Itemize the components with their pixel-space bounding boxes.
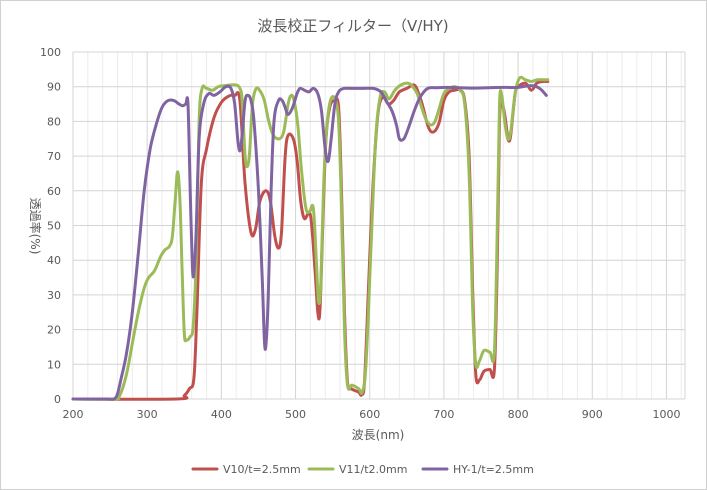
x-tick-label: 900	[582, 408, 603, 421]
legend-label: HY-1/t=2.5mm	[453, 463, 534, 476]
x-tick-label: 1000	[652, 408, 680, 421]
y-tick-label: 50	[47, 220, 61, 233]
y-axis-label: 透過率(%)	[28, 198, 43, 255]
series-lines	[71, 75, 550, 401]
x-tick-label: 600	[359, 408, 380, 421]
y-tick-label: 10	[47, 358, 61, 371]
x-tick-label: 400	[211, 408, 232, 421]
chart-title: 波長校正フィルター（V/HY)	[257, 17, 448, 35]
series-line-2	[71, 75, 550, 401]
x-tick-label: 500	[285, 408, 306, 421]
y-tick-label: 20	[47, 324, 61, 337]
series-line-3	[71, 84, 548, 401]
x-axis-label: 波長(nm)	[352, 428, 405, 442]
y-tick-label: 80	[47, 115, 61, 128]
legend-label: V10/t=2.5mm	[223, 463, 301, 476]
y-tick-label: 40	[47, 254, 61, 267]
y-tick-label: 0	[54, 393, 61, 406]
y-tick-label: 70	[47, 150, 61, 163]
y-tick-label: 60	[47, 185, 61, 198]
y-tick-label: 100	[40, 46, 61, 59]
x-axis-ticks: 200 300 400 500 600 700 800 900 1000	[63, 408, 681, 421]
x-tick-label: 200	[63, 408, 84, 421]
x-tick-label: 700	[433, 408, 454, 421]
y-axis-ticks: 0 10 20 30 40 50 60 70 80 90 100	[40, 46, 61, 406]
x-tick-label: 300	[137, 408, 158, 421]
x-tick-label: 800	[508, 408, 529, 421]
y-tick-label: 30	[47, 289, 61, 302]
series-line-1	[71, 79, 550, 401]
legend: V10/t=2.5mm V11/t2.0mm HY-1/t=2.5mm	[191, 463, 534, 476]
y-tick-label: 90	[47, 81, 61, 94]
legend-label: V11/t2.0mm	[339, 463, 407, 476]
